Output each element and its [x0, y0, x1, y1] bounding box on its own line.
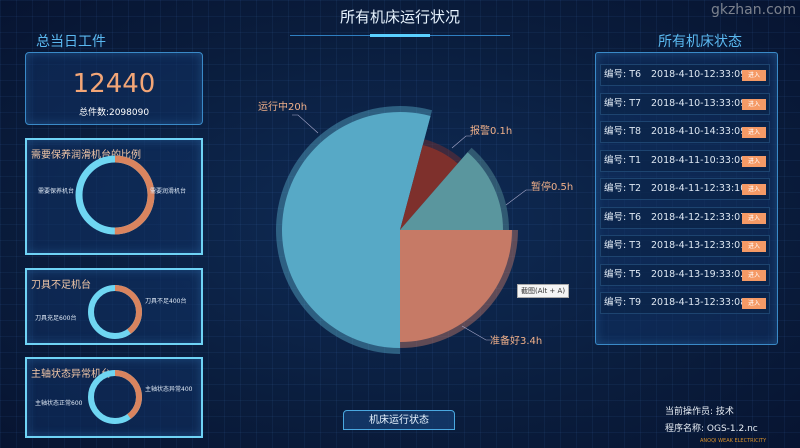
pie-slice — [400, 230, 512, 342]
machine-time: 2018-4-12-12:33:07 — [651, 212, 747, 223]
machine-id: 编号: T6 — [604, 212, 642, 223]
machine-row: 编号: T6 2018-4-10-12:33:09 进入 — [600, 64, 770, 86]
enter-button[interactable]: 进入 — [742, 156, 766, 167]
machine-id: 编号: T2 — [604, 183, 642, 194]
machine-row: 编号: T8 2018-4-10-14:33:09 进入 — [600, 121, 770, 143]
machine-time: 2018-4-13-12:33:08 — [651, 297, 747, 308]
enter-button[interactable]: 进入 — [742, 241, 766, 252]
pie-slice — [400, 152, 503, 230]
today-count: 12440 — [72, 69, 156, 99]
machine-id: 编号: T5 — [604, 269, 642, 280]
machine-row: 编号: T7 2018-4-10-13:33:09 进入 — [600, 93, 770, 115]
machine-id: 编号: T8 — [604, 126, 642, 137]
enter-button[interactable]: 进入 — [742, 70, 766, 81]
operator-label: 当前操作员: 技术 — [665, 407, 734, 417]
machine-time: 2018-4-10-13:33:09 — [651, 98, 747, 109]
page-title: 所有机床运行状况 — [290, 0, 510, 37]
pie-label: 准备好3.4h — [490, 334, 542, 347]
machine-time: 2018-4-13-12:33:01 — [651, 240, 747, 251]
machine-id: 编号: T9 — [604, 297, 642, 308]
donut-title: 刀具不足机台 — [31, 280, 91, 291]
machine-id: 编号: T6 — [604, 69, 642, 80]
logo-watermark: ANOQI WEAK ELECTRICITY — [700, 438, 767, 444]
enter-button[interactable]: 进入 — [742, 298, 766, 309]
machine-row: 编号: T1 2018-4-11-10:33:09 进入 — [600, 150, 770, 172]
machine-row: 编号: T3 2018-4-13-12:33:01 进入 — [600, 235, 770, 257]
enter-button[interactable]: 进入 — [742, 213, 766, 224]
machine-id: 编号: T7 — [604, 98, 642, 109]
pie-label: 报警0.1h — [470, 124, 512, 137]
pie-label: 运行中20h — [258, 100, 307, 113]
machine-id: 编号: T1 — [604, 155, 642, 166]
donut-right-label: 需要润滑机台 — [150, 188, 187, 195]
pie-label: 暂停0.5h — [531, 180, 573, 193]
donut-left-label: 刀具充足600台 — [35, 315, 77, 322]
pie-slice — [281, 111, 431, 348]
donut-left-label: 需要保养机台 — [38, 188, 75, 195]
watermark: gkzhan.com — [710, 2, 796, 18]
donut-left-label: 主轴状态正常600 — [35, 400, 83, 407]
machine-time: 2018-4-11-12:33:10 — [651, 183, 747, 194]
machine-row: 编号: T9 2018-4-13-12:33:08 进入 — [600, 292, 770, 314]
right-section-title: 所有机床状态 — [658, 34, 742, 50]
enter-button[interactable]: 进入 — [742, 270, 766, 281]
machine-id: 编号: T3 — [604, 240, 642, 251]
machine-time: 2018-4-10-12:33:09 — [651, 69, 747, 80]
donut-segment-orange — [88, 370, 142, 424]
enter-button[interactable]: 进入 — [742, 184, 766, 195]
donut-segment-orange — [88, 285, 142, 339]
machine-row: 编号: T5 2018-4-13-19:33:02 进入 — [600, 264, 770, 286]
machine-time: 2018-4-13-19:33:02 — [651, 269, 747, 280]
pie-label-line — [505, 189, 532, 206]
donut-title: 需要保养润滑机台的比例 — [31, 150, 141, 161]
tab-machine-status[interactable]: 机床运行状态 — [343, 410, 455, 430]
machine-time: 2018-4-10-14:33:09 — [651, 126, 747, 137]
donut-right-label: 主轴状态异常400 — [145, 386, 193, 393]
pie-label-line — [292, 114, 319, 134]
donut-segment-orange — [75, 155, 155, 235]
total-count: 总件数:2098090 — [78, 108, 150, 118]
today-workpieces-card: 12440 总件数:2098090 — [25, 52, 203, 125]
left-section-title: 总当日工件 — [36, 34, 106, 50]
pie-label-line — [451, 135, 472, 149]
donut-title: 主轴状态异常机台 — [31, 369, 111, 380]
machine-row: 编号: T2 2018-4-11-12:33:10 进入 — [600, 178, 770, 200]
program-label: 程序名称: OGS-1.2.nc — [665, 424, 758, 434]
machine-row: 编号: T6 2018-4-12-12:33:07 进入 — [600, 207, 770, 229]
donut-right-label: 刀具不足400台 — [145, 298, 187, 305]
machine-time: 2018-4-11-10:33:09 — [651, 155, 747, 166]
screenshot-tooltip: 截图(Alt + A) — [517, 284, 570, 298]
donut-card: 刀具不足机台 — [25, 268, 203, 345]
pie-label-line — [461, 325, 492, 341]
enter-button[interactable]: 进入 — [742, 127, 766, 138]
pie-slice — [400, 144, 458, 230]
enter-button[interactable]: 进入 — [742, 99, 766, 110]
